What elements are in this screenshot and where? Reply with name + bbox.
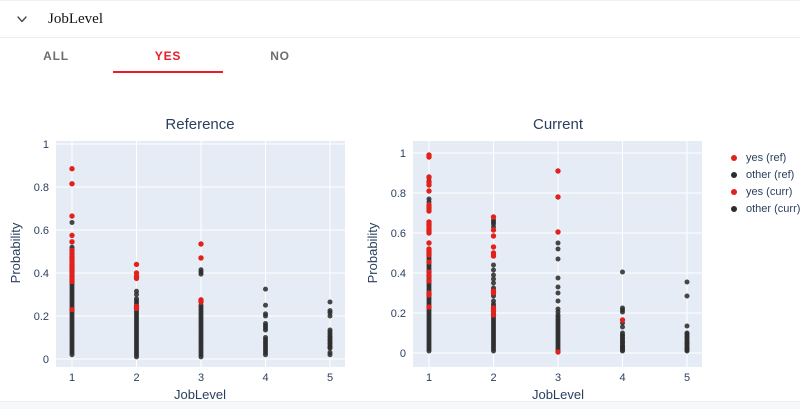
- svg-text:3: 3: [198, 372, 204, 384]
- widget-title: JobLevel: [48, 10, 103, 27]
- svg-text:Current: Current: [533, 116, 584, 133]
- svg-text:3: 3: [555, 372, 561, 384]
- svg-text:1: 1: [400, 148, 406, 160]
- svg-text:1: 1: [43, 139, 49, 151]
- active-tab-indicator: [113, 71, 223, 73]
- svg-text:0.4: 0.4: [391, 268, 406, 280]
- svg-text:5: 5: [327, 372, 333, 384]
- chevron-down-icon: [15, 12, 29, 26]
- widget-header: JobLevel: [0, 1, 800, 38]
- svg-text:0: 0: [400, 348, 406, 360]
- chart-legend: yes (ref) other (ref) yes (curr) other (…: [731, 149, 800, 217]
- svg-text:4: 4: [619, 372, 625, 384]
- tab-yes[interactable]: YES: [112, 39, 224, 73]
- svg-text:0.4: 0.4: [34, 268, 49, 280]
- svg-text:1: 1: [69, 372, 75, 384]
- legend-dot-red: [731, 154, 737, 161]
- svg-text:0: 0: [43, 354, 49, 366]
- svg-text:4: 4: [262, 372, 268, 384]
- svg-text:2: 2: [490, 372, 496, 384]
- svg-text:5: 5: [684, 372, 690, 384]
- svg-text:0.6: 0.6: [391, 228, 406, 240]
- svg-text:Probability: Probability: [365, 222, 380, 283]
- svg-text:0.8: 0.8: [34, 182, 49, 194]
- svg-text:0.2: 0.2: [34, 311, 49, 323]
- svg-text:0.8: 0.8: [391, 188, 406, 200]
- legend-dot-dark: [731, 205, 737, 212]
- tabs-bar: ALL YES NO: [0, 39, 800, 79]
- collapse-button[interactable]: [12, 9, 32, 29]
- legend-item-yes-curr[interactable]: yes (curr): [731, 183, 800, 200]
- legend-dot-red: [731, 188, 737, 195]
- legend-item-other-ref[interactable]: other (ref): [731, 166, 800, 183]
- legend-label: yes (ref): [746, 151, 787, 164]
- svg-text:0.6: 0.6: [34, 225, 49, 237]
- legend-label: other (curr): [746, 202, 800, 215]
- tab-no[interactable]: NO: [224, 39, 336, 73]
- tab-all[interactable]: ALL: [0, 39, 112, 73]
- legend-label: other (ref): [746, 168, 795, 181]
- svg-text:0.2: 0.2: [391, 308, 406, 320]
- reference-scatter-chart[interactable]: 1 0.8 0.6 0.4 0.2 0 1 2 3 4 5 Reference JobLevel Prob…: [0, 103, 800, 401]
- legend-dot-dark: [731, 171, 737, 178]
- svg-text:1: 1: [426, 372, 432, 384]
- legend-item-other-curr[interactable]: other (curr): [731, 200, 800, 217]
- svg-text:Reference: Reference: [165, 116, 234, 133]
- svg-text:Probability: Probability: [8, 222, 23, 283]
- section-divider-footer: [0, 401, 800, 409]
- svg-text:JobLevel: JobLevel: [174, 387, 226, 401]
- charts-region: 1 0.8 0.6 0.4 0.2 0 1 2 3 4 5 Reference JobLevel Prob…: [0, 103, 800, 401]
- current-scatter-chart[interactable]: 1 0.8 0.6 0.4 0.2 0 1 2 3 4 5 Current JobLevel Probab…: [0, 103, 800, 401]
- legend-item-yes-ref[interactable]: yes (ref): [731, 149, 800, 166]
- svg-text:JobLevel: JobLevel: [532, 387, 584, 401]
- svg-text:2: 2: [133, 372, 139, 384]
- legend-label: yes (curr): [746, 185, 793, 198]
